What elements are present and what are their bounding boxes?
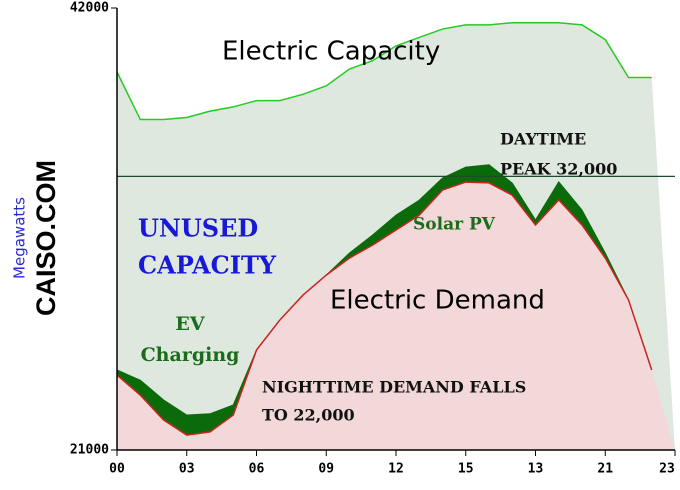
annotation: Solar PV [413, 215, 496, 235]
annotation: Charging [141, 344, 240, 366]
annotation: CAPACITY [138, 251, 277, 280]
x-tick-label: 03 [179, 462, 195, 477]
series-line [116, 21, 652, 121]
annotation: UNUSED [138, 214, 258, 243]
y-tick-label: 21000 [70, 443, 109, 458]
x-tick-label: 13 [528, 462, 544, 477]
x-tick-label: 12 [388, 462, 404, 477]
annotation: TO 22,000 [262, 406, 355, 425]
annotation: DAYTIME [500, 130, 586, 149]
annotation: EV [175, 313, 205, 335]
y-axis-label: Megawatts [11, 197, 29, 279]
x-tick-label: 00 [109, 462, 125, 477]
series-line [116, 181, 653, 436]
annotation: NIGHTTIME DEMAND FALLS [262, 378, 526, 397]
x-tick-label: 23 [659, 462, 675, 477]
x-tick-label: 09 [318, 462, 334, 477]
annotation: Electric Demand [330, 286, 545, 316]
x-tick-label: 21 [597, 462, 613, 477]
x-tick-label: 15 [458, 462, 474, 477]
annotation: PEAK 32,000 [500, 160, 617, 179]
source: CAISO.COM [31, 160, 61, 316]
y-tick-label: 42000 [70, 1, 109, 16]
demand-area [117, 182, 675, 450]
x-tick-label: 06 [249, 462, 265, 477]
annotation: Electric Capacity [222, 37, 440, 67]
